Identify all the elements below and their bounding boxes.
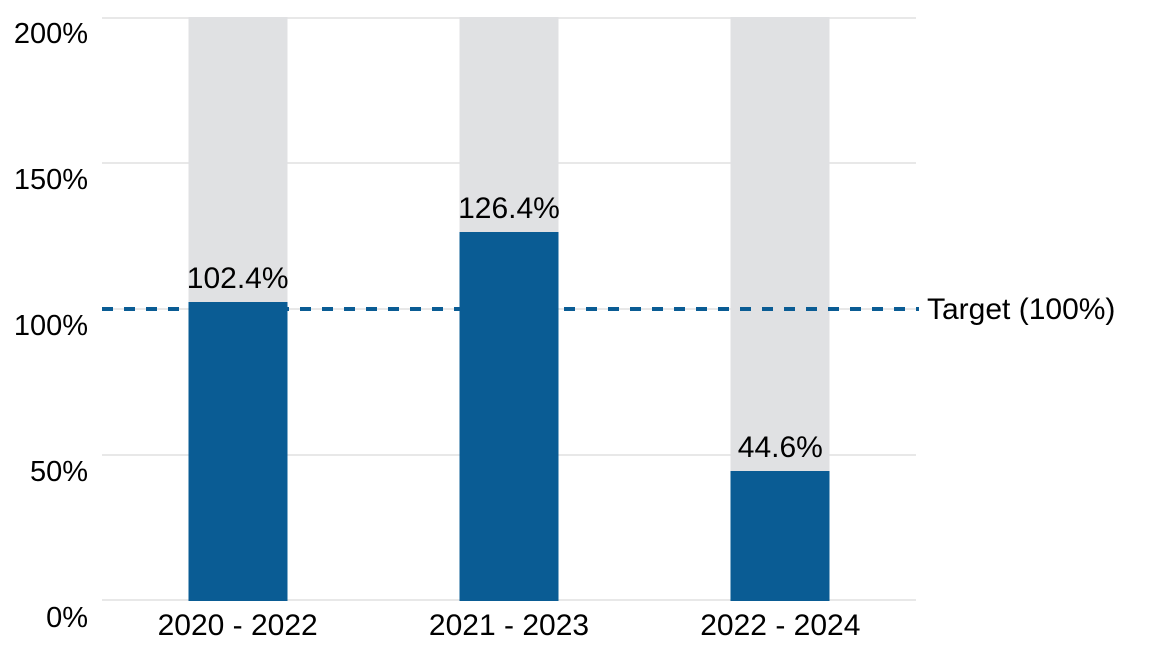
- bar-fill-2020-2022[interactable]: [188, 302, 288, 601]
- value-label-2021-2023: 126.4%: [458, 191, 560, 225]
- y-tick-150: 150%: [13, 164, 88, 196]
- y-tick-100: 100%: [13, 310, 88, 342]
- y-tick-0: 0%: [46, 602, 88, 634]
- x-axis: 2020 - 2022 2021 - 2023 2022 - 2024: [102, 608, 916, 648]
- x-tick-2022-2024: 2022 - 2024: [700, 609, 861, 642]
- x-tick-2020-2022: 2020 - 2022: [157, 609, 318, 642]
- y-tick-200: 200%: [13, 18, 88, 50]
- x-tick-2021-2023: 2021 - 2023: [428, 609, 590, 642]
- bar-fill-2021-2023[interactable]: [459, 231, 559, 601]
- value-label-2020-2022: 102.4%: [186, 262, 289, 295]
- target-dashed-line: [102, 307, 919, 311]
- plot-area: 102.4% 126.4% 44.6%: [102, 17, 919, 601]
- y-tick-50: 50%: [29, 456, 88, 488]
- value-label-2022-2024: 44.6%: [737, 430, 823, 464]
- target-label: Target (100%): [927, 293, 1116, 326]
- y-axis: 200% 150% 100% 50% 0%: [0, 17, 88, 633]
- bar-fill-2022-2024[interactable]: [730, 470, 830, 601]
